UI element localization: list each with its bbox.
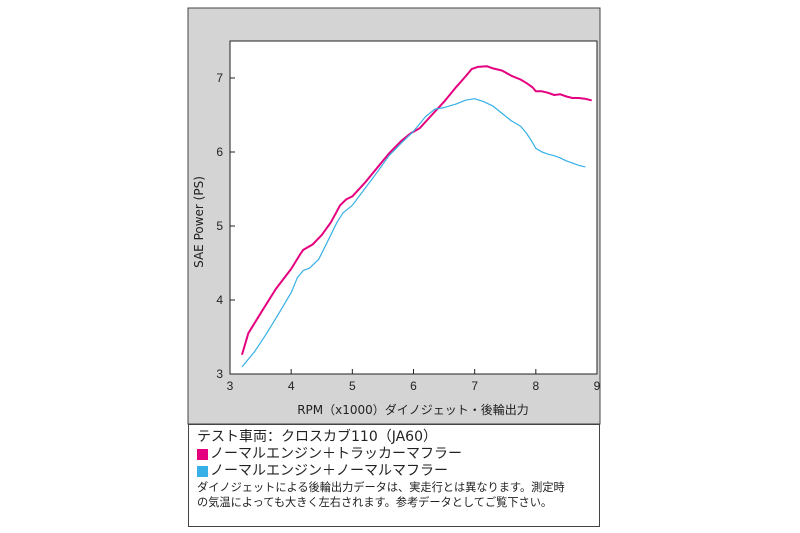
x-tick-label: 3 (227, 379, 234, 393)
y-axis-label: SAE Power (PS) (192, 176, 206, 268)
legend-item-normal: ノーマルエンジン＋ノーマルマフラー (197, 463, 591, 480)
series-line-tracker-muffler (241, 65, 592, 355)
y-tick-label: 5 (216, 219, 223, 233)
x-tick-label: 6 (410, 379, 417, 393)
legend-title: テスト車両：クロスカブ110（JA60） (197, 429, 437, 445)
y-tick-label: 4 (216, 293, 223, 307)
y-tick-label: 7 (216, 71, 223, 85)
legend-box: テスト車両：クロスカブ110（JA60） ノーマルエンジン＋トラッカーマフラー … (188, 424, 600, 527)
x-tick-label: 4 (288, 379, 295, 393)
legend-swatch-cyan (197, 466, 208, 477)
series-layer (241, 65, 592, 368)
legend-label-normal: ノーマルエンジン＋ノーマルマフラー (210, 463, 448, 479)
x-axis-label: RPM（x1000）ダイノジェット・後輪出力 (297, 402, 529, 417)
x-tick-label: 7 (471, 379, 478, 393)
plot-area (229, 40, 598, 375)
x-tick-label: 9 (594, 379, 601, 393)
x-tick-label: 8 (532, 379, 539, 393)
legend-item-tracker: ノーマルエンジン＋トラッカーマフラー (197, 446, 591, 463)
y-tick-label: 3 (216, 367, 223, 381)
legend-note-line-2: の気温によっても大きく左右されます。参考データとしてご覧下さい。 (197, 496, 553, 509)
y-tick-label: 6 (216, 145, 223, 159)
legend-swatch-magenta (197, 449, 208, 460)
axis-ticks: 3 4 5 6 7 8 9 3 4 5 6 7 (216, 71, 600, 393)
legend-label-tracker: ノーマルエンジン＋トラッカーマフラー (210, 446, 462, 462)
legend-note-line-1: ダイノジェットによる後輪出力データは、実走行とは異なります。測定時 (197, 481, 565, 494)
series-line-normal-muffler (241, 98, 586, 368)
x-tick-label: 5 (349, 379, 356, 393)
